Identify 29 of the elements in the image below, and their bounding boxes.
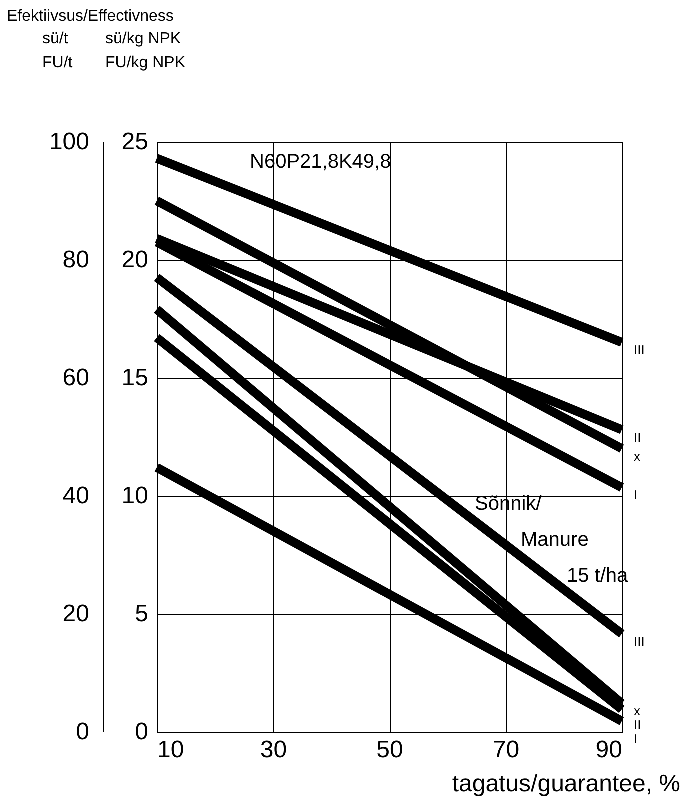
- y-tick-label: 80: [62, 246, 90, 274]
- y2-tick-label: 0: [135, 718, 148, 746]
- y-axis-title: sü/t FU/t: [42, 30, 74, 72]
- y2-tick-label: 5: [135, 600, 148, 628]
- series-label: II: [634, 718, 642, 733]
- y2-axis-title: sü/kg NPK FU/kg NPK: [106, 30, 186, 72]
- series-label: III: [634, 634, 645, 650]
- x-tick-label: 50: [376, 736, 404, 764]
- series-label: I: [634, 488, 638, 503]
- y2-tick-label: 15: [122, 364, 148, 392]
- x-axis-title: tagatus/guarantee, %: [452, 770, 680, 798]
- series-label: I: [634, 732, 638, 747]
- y2-tick-label: 20: [122, 246, 148, 274]
- y2-tick-label: 25: [122, 128, 148, 156]
- x-tick-label: 10: [158, 736, 184, 764]
- series-label: III: [634, 342, 645, 358]
- y-tick-label: 100: [49, 128, 90, 156]
- series-label: II: [634, 430, 642, 445]
- y-tick-label: 0: [76, 718, 90, 746]
- x-tick-label: 90: [596, 736, 622, 764]
- chart-title: Efektiivsus/Effectivness: [7, 8, 174, 25]
- series-label: x: [634, 704, 641, 719]
- x-tick-label: 30: [260, 736, 288, 764]
- y-tick-label: 60: [62, 364, 90, 392]
- y-tick-label: 20: [62, 600, 90, 628]
- series-label: x: [634, 448, 641, 464]
- y-tick-label: 40: [62, 482, 90, 510]
- x-tick-label: 70: [492, 736, 520, 764]
- y2-tick-label: 10: [122, 482, 148, 510]
